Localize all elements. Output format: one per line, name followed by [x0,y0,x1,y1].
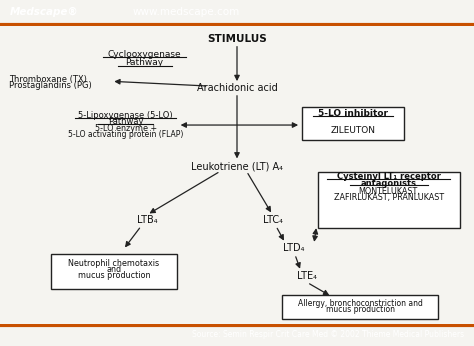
Text: Cysteinyl LT₁ receptor: Cysteinyl LT₁ receptor [337,172,441,181]
Text: Pathway: Pathway [108,117,143,126]
Text: 5-LO enzyme +: 5-LO enzyme + [94,124,157,133]
Text: LTB₄: LTB₄ [137,215,157,225]
Text: Prostaglandins (PG): Prostaglandins (PG) [9,81,92,90]
Text: and: and [106,265,121,274]
FancyBboxPatch shape [282,295,438,319]
Text: Leukotriene (LT) A₄: Leukotriene (LT) A₄ [191,161,283,171]
Text: 5-LO inhibitor: 5-LO inhibitor [318,109,388,118]
Text: www.medscape.com: www.medscape.com [133,7,240,17]
Text: Neutrophil chemotaxis: Neutrophil chemotaxis [68,259,159,268]
Text: Pathway: Pathway [126,58,164,67]
Text: Source: Semin Respir Crit Care Med © 2002 Thieme Medical Publishers: Source: Semin Respir Crit Care Med © 200… [192,330,465,339]
Text: Thromboxane (TX): Thromboxane (TX) [9,75,87,84]
Text: Allergy, bronchoconstriction and: Allergy, bronchoconstriction and [298,299,423,308]
Text: STIMULUS: STIMULUS [207,34,267,44]
FancyBboxPatch shape [51,254,176,289]
Text: ZAFIRLUKAST, PRANLUKAST: ZAFIRLUKAST, PRANLUKAST [334,193,444,202]
Text: 5-LO activating protein (FLAP): 5-LO activating protein (FLAP) [68,130,183,139]
Text: ZILEUTON: ZILEUTON [331,126,375,135]
FancyBboxPatch shape [318,173,460,228]
Text: MONTELUKAST,: MONTELUKAST, [358,188,419,197]
Text: LTD₄: LTD₄ [283,243,305,253]
FancyBboxPatch shape [302,107,404,140]
Text: LTE₄: LTE₄ [297,272,317,282]
Text: mucus production: mucus production [326,305,395,314]
Text: Cyclooxygenase: Cyclooxygenase [108,50,182,59]
Text: antagonists: antagonists [361,179,417,188]
Text: LTC₄: LTC₄ [263,215,283,225]
Text: Medscape®: Medscape® [9,7,78,17]
Text: 5-Lipoxygenase (5-LO): 5-Lipoxygenase (5-LO) [78,111,173,120]
Text: mucus production: mucus production [78,271,150,280]
Text: Arachidonic acid: Arachidonic acid [197,83,277,93]
